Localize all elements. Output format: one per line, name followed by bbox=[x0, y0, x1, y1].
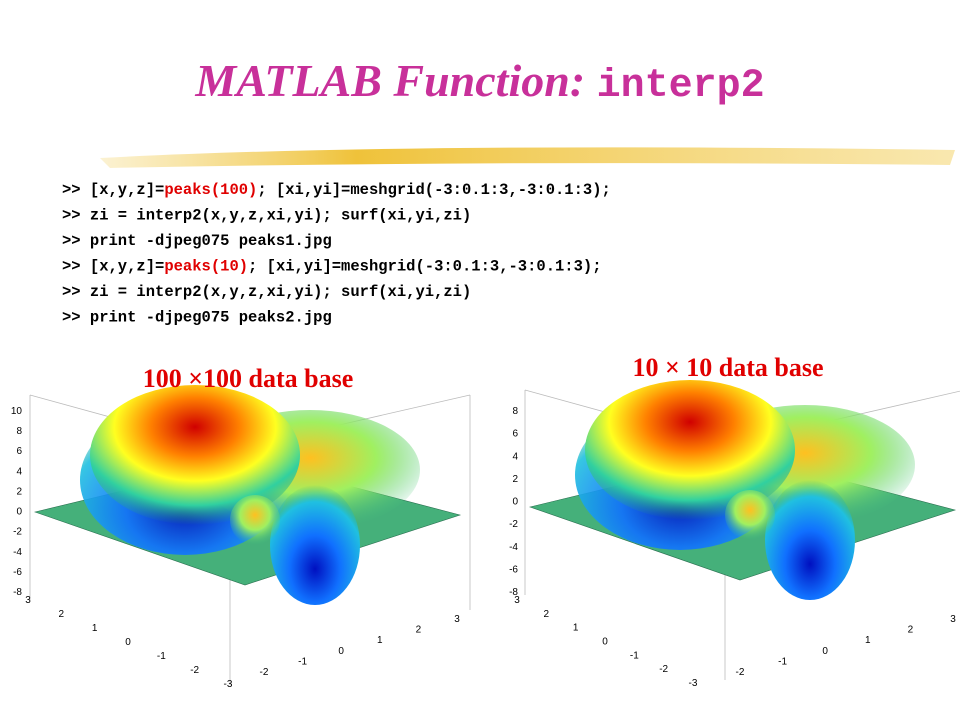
surface-plot bbox=[524, 379, 960, 681]
z-tick-label: -2 bbox=[509, 519, 518, 530]
x-tick-label: -2 bbox=[736, 667, 745, 678]
y-tick-label: 3 bbox=[514, 595, 520, 606]
z-tick-label: 8 bbox=[16, 426, 22, 437]
code-line: >> zi = interp2(x,y,z,xi,yi); surf(xi,yi… bbox=[62, 283, 471, 301]
code-segment: peaks(10) bbox=[164, 258, 248, 276]
x-tick-label: 3 bbox=[454, 614, 460, 625]
y-tick-label: -3 bbox=[224, 679, 233, 690]
x-tick-label: 2 bbox=[908, 625, 914, 636]
z-tick-label: 0 bbox=[512, 497, 518, 508]
code-segment: ; [xi,yi]=meshgrid(-3:0.1:3,-3:0.1:3); bbox=[257, 181, 610, 199]
x-tick-label: -1 bbox=[778, 656, 787, 667]
z-tick-label: 10 bbox=[11, 406, 23, 417]
code-line: >> zi = interp2(x,y,z,xi,yi); surf(xi,yi… bbox=[62, 207, 471, 225]
title-text: MATLAB Function: bbox=[194, 55, 585, 106]
y-tick-label: -3 bbox=[689, 678, 698, 689]
code-segment: >> zi = interp2(x,y,z,xi,yi); surf(xi,yi… bbox=[62, 207, 471, 225]
x-tick-label: 1 bbox=[865, 635, 871, 646]
y-tick-label: 2 bbox=[59, 609, 65, 620]
x-tick-label: 0 bbox=[822, 646, 828, 657]
code-segment: >> zi = interp2(x,y,z,xi,yi); surf(xi,yi… bbox=[62, 283, 471, 301]
y-tick-label: 1 bbox=[573, 623, 579, 634]
z-tick-label: 0 bbox=[16, 507, 22, 518]
x-tick-label: 2 bbox=[416, 625, 422, 636]
z-tick-label: 8 bbox=[512, 406, 518, 417]
figure-label: 100 ×100 data base bbox=[143, 364, 354, 393]
code-line: >> [x,y,z]=peaks(100); [xi,yi]=meshgrid(… bbox=[62, 181, 611, 199]
y-tick-label: 0 bbox=[602, 637, 608, 648]
x-tick-label: -2 bbox=[260, 667, 269, 678]
code-segment: >> print -djpeg075 peaks2.jpg bbox=[62, 309, 332, 327]
code-segment: >> [x,y,z]= bbox=[62, 181, 164, 199]
y-tick-label: -1 bbox=[157, 651, 166, 662]
z-tick-label: -4 bbox=[13, 547, 22, 558]
code-block: >> [x,y,z]=peaks(100); [xi,yi]=meshgrid(… bbox=[62, 181, 611, 327]
code-line: >> [x,y,z]=peaks(10); [xi,yi]=meshgrid(-… bbox=[62, 258, 602, 276]
y-tick-label: 3 bbox=[25, 595, 31, 606]
title: MATLAB Function: interp2 bbox=[194, 55, 764, 109]
code-segment: >> [x,y,z]= bbox=[62, 258, 164, 276]
z-tick-label: -8 bbox=[13, 587, 22, 598]
z-tick-label: 2 bbox=[16, 486, 22, 497]
z-tick-label: 4 bbox=[512, 451, 518, 462]
z-tick-label: -4 bbox=[509, 542, 518, 553]
y-tick-label: -2 bbox=[659, 664, 668, 675]
z-tick-label: 2 bbox=[512, 474, 518, 485]
z-tick-label: 6 bbox=[512, 429, 518, 440]
title-code: interp2 bbox=[597, 64, 765, 109]
x-tick-label: 1 bbox=[377, 635, 383, 646]
z-tick-label: -6 bbox=[509, 564, 518, 575]
y-tick-label: 0 bbox=[125, 637, 131, 648]
z-tick-label: -2 bbox=[13, 527, 22, 538]
y-tick-label: 1 bbox=[92, 623, 98, 634]
z-tick-label: 6 bbox=[16, 446, 22, 457]
code-line: >> print -djpeg075 peaks2.jpg bbox=[62, 309, 332, 327]
y-tick-label: 2 bbox=[544, 609, 550, 620]
title-underline bbox=[100, 147, 955, 168]
code-segment: peaks(100) bbox=[164, 181, 257, 199]
y-tick-label: -1 bbox=[630, 650, 639, 661]
surface-plot bbox=[29, 384, 471, 686]
figures: 100 ×100 data base1086420-2-4-6-83210-1-… bbox=[11, 353, 956, 690]
z-tick-label: -8 bbox=[509, 587, 518, 598]
x-tick-label: 3 bbox=[950, 614, 956, 625]
code-segment: ; [xi,yi]=meshgrid(-3:0.1:3,-3:0.1:3); bbox=[248, 258, 601, 276]
z-tick-label: -6 bbox=[13, 567, 22, 578]
figure-label: 10 × 10 data base bbox=[632, 353, 823, 382]
x-tick-label: 0 bbox=[338, 646, 344, 657]
code-line: >> print -djpeg075 peaks1.jpg bbox=[62, 232, 332, 250]
code-segment: >> print -djpeg075 peaks1.jpg bbox=[62, 232, 332, 250]
y-tick-label: -2 bbox=[190, 665, 199, 676]
x-tick-label: -1 bbox=[298, 656, 307, 667]
z-tick-label: 4 bbox=[16, 466, 22, 477]
